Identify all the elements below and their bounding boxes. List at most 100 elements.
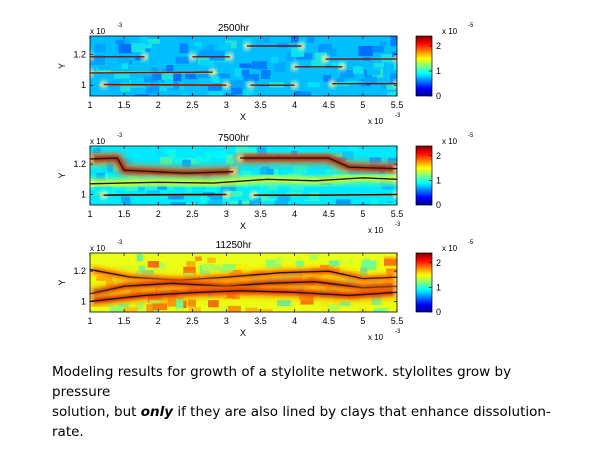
x-tick-label: 4	[292, 100, 297, 110]
x-tick-label: 1	[87, 100, 92, 110]
x-tick-label: 3.5	[254, 100, 267, 110]
caption-line-2-end: if they are also lined by clays that enh…	[52, 404, 551, 440]
stylolite-4	[98, 189, 232, 201]
y-axis-label: Y	[57, 279, 67, 285]
plot-area	[90, 253, 397, 312]
stylolite-1	[90, 51, 150, 62]
x-tick-label: 1.5	[118, 209, 131, 219]
x-tick-label: 1	[87, 316, 92, 326]
x-tick-label: 4.5	[323, 100, 336, 110]
plot-frame	[89, 35, 398, 97]
y-exponent-power: -3	[117, 23, 123, 29]
stylolite-4	[320, 54, 397, 65]
x-tick-label: 5	[360, 209, 365, 219]
stylolite-2	[235, 153, 397, 174]
colorbar-tick-label: 1	[436, 175, 441, 185]
y-exponent: x 10	[90, 244, 106, 253]
heatmap-panel-3: 11250hr 1 1.5 2 2.5 3 3.5 4 4.5 5 5.5 X x 10 -3 1 1.2 Yx…	[57, 240, 474, 340]
colorbar-exponent-power: -5	[468, 240, 474, 246]
x-exponent: x 10	[368, 117, 384, 126]
y-exponent-power: -3	[117, 133, 123, 139]
y-tick-label: 1	[81, 189, 86, 199]
x-tick-label: 1	[87, 209, 92, 219]
caption-line-2-start: solution, but	[52, 404, 141, 420]
x-tick-label: 1.5	[118, 316, 131, 326]
panel-title: 2500hr	[218, 23, 250, 34]
colorbar-exponent: x 10	[442, 27, 458, 36]
colorbar: 0 1 2x 10 -5	[415, 23, 474, 101]
plot-frame	[89, 252, 398, 313]
stylolite-3	[90, 285, 397, 307]
x-tick-label: 5.5	[391, 100, 404, 110]
colorbar-exponent: x 10	[442, 244, 458, 253]
stylolite-1	[90, 153, 239, 179]
x-tick-label: 2	[156, 209, 161, 219]
x-exponent-power: -3	[395, 222, 401, 228]
caption-emphasis: only	[140, 404, 174, 420]
y-tick-label: 1.2	[73, 49, 86, 59]
colorbar: 0 1 2x 10 -5	[415, 133, 474, 210]
colorbar-tick-label: 0	[436, 91, 441, 101]
caption-line-1: Modeling results for growth of a styloli…	[52, 364, 512, 400]
x-tick-label: 5	[360, 100, 365, 110]
x-axis-label: X	[240, 221, 246, 231]
colorbar: 0 1 2x 10 -5	[415, 240, 474, 317]
x-tick-label: 5	[360, 316, 365, 326]
x-exponent-power: -3	[395, 329, 401, 335]
y-exponent: x 10	[90, 137, 106, 146]
x-tick-label: 5.5	[391, 316, 404, 326]
x-tick-label: 4	[292, 316, 297, 326]
stylolite-9	[327, 78, 397, 89]
stylolite-8	[245, 80, 300, 91]
heatmap-panel-1: 2500hr 1 1.5 2 2.5 3 3.5 4 4.5 5 5.5 X x 10 -3 1 1.2 Yx …	[57, 23, 474, 126]
stylolite-2	[187, 51, 235, 62]
x-tick-label: 4.5	[323, 316, 336, 326]
x-tick-label: 3.5	[254, 316, 267, 326]
x-tick-label: 2.5	[186, 100, 199, 110]
stylolite-3	[90, 172, 397, 189]
stylolite-5	[90, 67, 218, 78]
colorbar-tick-label: 2	[436, 258, 441, 268]
x-tick-label: 3.5	[254, 209, 267, 219]
stylolite-7	[98, 79, 232, 91]
colorbar-exponent-power: -5	[468, 23, 474, 29]
stylolite-6	[289, 61, 348, 72]
stylolite-2	[90, 276, 397, 299]
colorbar-tick-label: 1	[436, 66, 441, 76]
x-axis-label: X	[240, 112, 246, 122]
colorbar-exponent-power: -5	[468, 133, 474, 139]
plot-area	[90, 36, 397, 96]
colorbar-tick-label: 0	[436, 200, 441, 210]
x-tick-label: 4	[292, 209, 297, 219]
colorbar-tick-label: 1	[436, 282, 441, 292]
y-axis-label: Y	[57, 172, 67, 178]
x-tick-label: 3	[224, 100, 229, 110]
figure-panels: 2500hr 1 1.5 2 2.5 3 3.5 4 4.5 5 5.5 X x 10 -3 1 1.2 Yx …	[57, 23, 474, 340]
y-tick-label: 1	[81, 80, 86, 90]
x-axis-label: X	[240, 328, 246, 338]
x-tick-label: 2.5	[186, 316, 199, 326]
x-tick-label: 2.5	[186, 209, 199, 219]
x-tick-label: 3	[224, 316, 229, 326]
stylolite-3	[241, 41, 307, 51]
y-exponent: x 10	[90, 27, 106, 36]
x-exponent: x 10	[368, 333, 384, 340]
colorbar-tick-label: 2	[436, 41, 441, 51]
y-axis-label: Y	[57, 63, 67, 69]
y-exponent-power: -3	[117, 240, 123, 246]
x-tick-label: 3	[224, 209, 229, 219]
panel-title: 7500hr	[218, 133, 250, 144]
x-exponent: x 10	[368, 226, 384, 235]
x-tick-label: 4.5	[323, 209, 336, 219]
colorbar-exponent: x 10	[442, 137, 458, 146]
y-tick-label: 1	[81, 296, 86, 306]
heatmap-panel-2: 7500hr 1 1.5 2 2.5 3 3.5 4 4.5 5 5.5 X x 10 -3 1 1.2 Yx …	[57, 133, 474, 235]
figure-caption: Modeling results for growth of a styloli…	[52, 362, 572, 442]
stylolite-5	[248, 189, 397, 201]
colorbar-tick-label: 0	[436, 307, 441, 317]
colorbar-tick-label: 2	[436, 151, 441, 161]
x-exponent-power: -3	[395, 113, 401, 119]
x-tick-label: 2	[156, 316, 161, 326]
y-tick-label: 1.2	[73, 159, 86, 169]
x-tick-label: 1.5	[118, 100, 131, 110]
